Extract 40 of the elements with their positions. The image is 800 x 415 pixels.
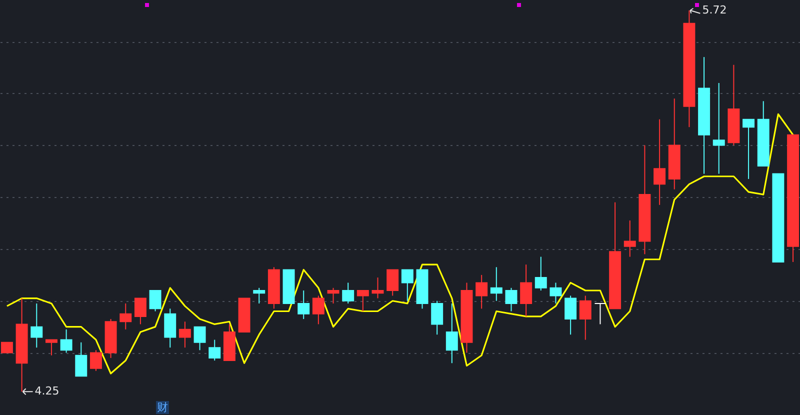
candlestick: [550, 282, 562, 304]
candlestick: [327, 287, 340, 304]
candlestick: [253, 287, 266, 304]
candlestick: [401, 269, 414, 302]
candlestick: [624, 220, 636, 258]
candlestick: [30, 302, 43, 348]
candlestick: [90, 350, 102, 372]
candlestick: [742, 118, 755, 180]
candlestick: [490, 266, 502, 302]
candlestick: [386, 269, 399, 296]
candlestick: [312, 295, 324, 325]
candlestick: [178, 321, 191, 348]
candlestick: [372, 277, 384, 299]
candlestick: [45, 339, 58, 356]
candlestick: [356, 290, 369, 312]
candlestick: [208, 339, 221, 362]
candlestick: [120, 302, 132, 330]
candlestick: [505, 287, 518, 312]
candlestick: [164, 308, 176, 348]
candlestick: [149, 290, 162, 312]
candlestick: [60, 328, 72, 354]
candlestick: [712, 82, 725, 174]
candlestick: [579, 295, 592, 340]
candlestick: [446, 302, 458, 364]
annotation: 5.72: [702, 3, 727, 16]
candlestick: [534, 256, 547, 291]
candlestick: [0, 342, 13, 354]
candlestick: [134, 298, 146, 325]
candlestick: [342, 282, 354, 304]
candlestick: [564, 295, 577, 336]
candlestick: [654, 118, 666, 206]
annotation: 财: [156, 401, 169, 414]
candlestick: [194, 326, 206, 351]
candlestick: [298, 290, 310, 320]
candlestick: [476, 274, 488, 310]
candlestick: [75, 342, 88, 377]
candlestick: [431, 300, 444, 336]
candlestick: [594, 302, 606, 325]
candlestick: [520, 264, 532, 317]
annotation: 4.25: [34, 384, 60, 398]
